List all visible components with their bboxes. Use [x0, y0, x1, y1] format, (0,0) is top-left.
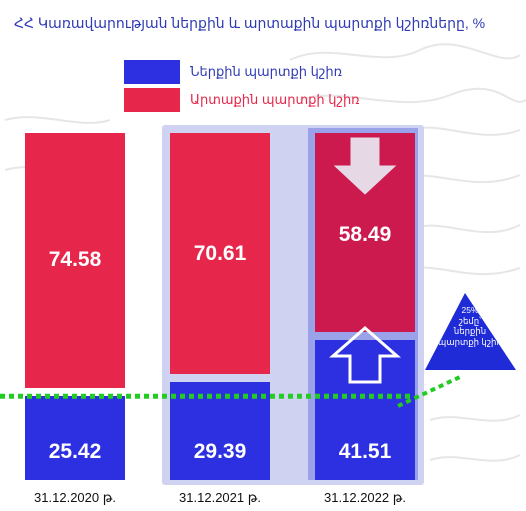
callout-line-3: ներքին — [453, 326, 487, 336]
data-label-internal-2: 29.39 — [193, 440, 247, 463]
data-label-internal-1: 25.42 — [48, 440, 102, 463]
data-label-external-1: 74.58 — [48, 248, 102, 272]
callout-line-2: շեմը՝ — [458, 315, 482, 326]
legend-swatch-external — [124, 88, 180, 112]
threshold-connector — [397, 374, 463, 408]
callout-line-4: պարտքի կշիռ — [438, 336, 502, 347]
bar-internal-1 — [25, 395, 125, 480]
x-tick-label: 31.12.2020 թ. — [34, 490, 116, 505]
legend-swatch-internal — [124, 60, 180, 84]
bar-external-1 — [25, 133, 125, 388]
data-label-external-3: 58.49 — [338, 223, 392, 247]
chart-title: ՀՀ Կառավարության ներքին և արտաքին պարտքի… — [14, 15, 486, 31]
bar-external-2 — [170, 133, 270, 375]
data-label-external-2: 70.61 — [193, 242, 247, 266]
down-arrow-icon — [333, 137, 397, 195]
callout-line-1: 25% — [461, 305, 479, 315]
legend-label-external: Արտաքին պարտքի կշիռ — [190, 92, 360, 107]
data-label-internal-3: 41.51 — [338, 440, 392, 463]
bar-internal-3 — [315, 339, 415, 480]
threshold-callout-triangle — [425, 293, 516, 370]
threshold-callout-text: 25% շեմը՝ ներքին պարտքի կշիռ — [425, 305, 515, 347]
x-tick-label: 31.12.2022 թ. — [324, 490, 406, 505]
up-arrow-icon — [329, 326, 401, 384]
legend-label-internal: Ներքին պարտքի կշիռ — [190, 64, 343, 79]
x-tick-label: 31.12.2021 թ. — [179, 490, 261, 505]
